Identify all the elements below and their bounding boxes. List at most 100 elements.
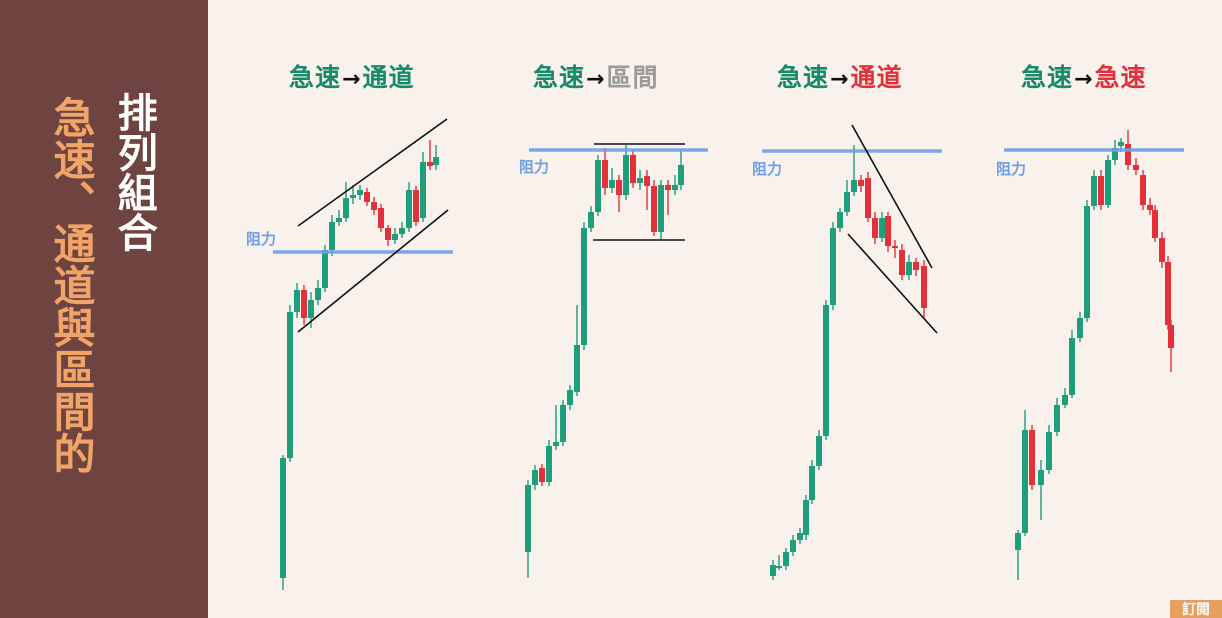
- bull-candle: [823, 305, 829, 436]
- bull-candle: [830, 228, 836, 305]
- bull-candle: [678, 165, 684, 185]
- bull-candle: [837, 212, 843, 228]
- bull-candle: [315, 288, 321, 300]
- bull-candle: [1054, 405, 1060, 432]
- bear-candle: [371, 202, 377, 210]
- bull-candle: [906, 262, 912, 275]
- bear-candle: [885, 216, 891, 246]
- panel-3-left-term: 急速: [777, 63, 830, 92]
- bull-candle: [1077, 318, 1083, 338]
- panel-4-title: 急速→急速: [1021, 58, 1146, 94]
- bull-candle: [581, 228, 587, 345]
- bull-candle: [1084, 206, 1090, 318]
- bull-candle: [433, 157, 439, 165]
- panel-3-title: 急速→通道: [777, 58, 902, 94]
- bull-candle: [609, 180, 615, 188]
- bear-candle: [1133, 165, 1139, 170]
- bear-candle: [301, 290, 307, 318]
- bull-candle: [1118, 142, 1124, 146]
- bull-candle: [844, 192, 850, 212]
- bear-candle: [892, 246, 898, 248]
- main-title: 急速、通道與區間的: [47, 96, 97, 474]
- bear-candle: [921, 266, 927, 308]
- bull-candle: [637, 178, 643, 183]
- bull-candle: [1046, 432, 1052, 470]
- bear-candle: [1152, 210, 1158, 238]
- bull-candle: [770, 565, 776, 576]
- bear-candle: [651, 186, 657, 232]
- bull-candle: [399, 228, 405, 234]
- bear-candle: [539, 468, 545, 482]
- bull-candle: [406, 190, 412, 228]
- arrow-icon: →: [586, 67, 606, 92]
- bull-candle: [343, 198, 349, 218]
- bull-candle: [574, 345, 580, 392]
- sidebar-panel: 急速、通道與區間的 排列組合: [0, 0, 208, 618]
- arrow-icon: →: [1074, 67, 1094, 92]
- trend-line: [851, 124, 933, 269]
- panel-1-right-term: 通道: [362, 63, 415, 92]
- bull-candle: [879, 218, 885, 238]
- bull-candle: [790, 540, 796, 552]
- bear-candle: [1147, 205, 1153, 210]
- resistance-label: 阻力: [519, 158, 549, 176]
- bull-candle: [672, 185, 678, 190]
- bear-candle: [378, 208, 384, 228]
- bull-candle: [280, 458, 286, 578]
- panel-4-left-term: 急速: [1021, 63, 1074, 92]
- bull-candle: [294, 290, 300, 312]
- bull-candle: [350, 195, 356, 198]
- bear-candle: [616, 180, 622, 195]
- panel-1-left-term: 急速: [289, 63, 342, 92]
- bull-candle: [329, 222, 335, 250]
- bull-candle: [553, 442, 559, 446]
- bull-candle: [1015, 533, 1021, 550]
- bear-candle: [913, 262, 919, 270]
- trend-line: [847, 233, 938, 334]
- bull-candle: [803, 500, 809, 535]
- bear-candle: [1140, 175, 1146, 205]
- sub-title: 排列組合: [110, 92, 157, 252]
- bear-candle: [858, 180, 864, 186]
- resistance-label: 阻力: [246, 230, 276, 248]
- bear-candle: [385, 228, 391, 240]
- bull-candle: [525, 485, 531, 552]
- bull-candle: [809, 466, 815, 500]
- bull-candle: [308, 300, 314, 318]
- bear-candle: [413, 190, 419, 222]
- bull-candle: [336, 218, 342, 222]
- panel-1-title: 急速→通道: [289, 58, 414, 94]
- bear-candle: [899, 250, 905, 275]
- bull-candle: [546, 446, 552, 482]
- bear-candle: [1098, 176, 1104, 205]
- bear-candle: [644, 176, 650, 186]
- bull-candle: [776, 566, 782, 568]
- bull-candle: [560, 405, 566, 442]
- bear-candle: [364, 192, 370, 202]
- bull-candle: [420, 162, 426, 218]
- panel-2-left-term: 急速: [533, 63, 586, 92]
- bear-candle: [665, 185, 671, 190]
- bear-candle: [427, 162, 433, 166]
- panel-2-right-term: 區間: [606, 63, 659, 92]
- resistance-label: 阻力: [752, 160, 782, 178]
- bull-candle: [595, 160, 601, 212]
- trend-line: [297, 209, 449, 333]
- resistance-label: 阻力: [996, 160, 1026, 178]
- bull-candle: [816, 436, 822, 466]
- subscribe-tag[interactable]: 訂閱: [1170, 600, 1222, 618]
- panel-3-right-term: 通道: [850, 63, 903, 92]
- bull-candle: [357, 190, 363, 195]
- bull-candle: [783, 552, 789, 566]
- bull-candle: [1105, 160, 1111, 205]
- bull-candle: [532, 470, 538, 485]
- bull-candle: [567, 390, 573, 405]
- bear-candle: [1029, 430, 1035, 485]
- arrow-icon: →: [342, 67, 362, 92]
- bear-candle: [865, 178, 871, 218]
- bull-candle: [623, 155, 629, 195]
- bull-candle: [1069, 338, 1075, 395]
- bear-candle: [1168, 325, 1174, 348]
- bull-candle: [392, 234, 398, 240]
- trend-line: [297, 118, 448, 227]
